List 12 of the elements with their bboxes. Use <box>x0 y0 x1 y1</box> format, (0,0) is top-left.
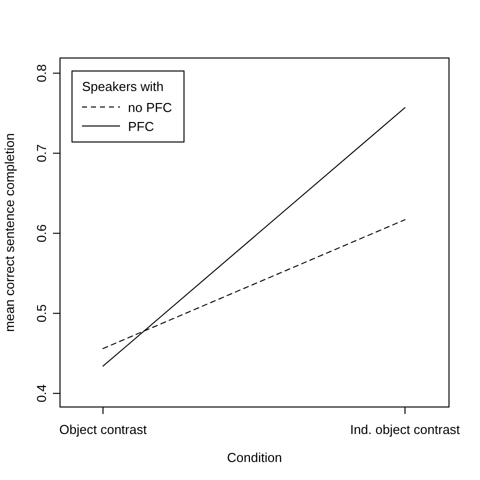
y-tick-label: 0.8 <box>34 64 49 82</box>
y-tick-label: 0.5 <box>34 304 49 322</box>
y-tick-label: 0.7 <box>34 144 49 162</box>
x-tick-label: Object contrast <box>59 422 148 437</box>
y-tick-label: 0.4 <box>34 384 49 402</box>
legend-title: Speakers with <box>82 79 164 94</box>
x-tick-label: Ind. object contrast <box>350 422 460 437</box>
y-axis-title: mean correct sentence completion <box>2 133 17 332</box>
legend-label: no PFC <box>128 100 172 115</box>
x-axis-title: Condition <box>227 450 282 465</box>
y-tick-label: 0.6 <box>34 224 49 242</box>
legend-label: PFC <box>128 119 154 134</box>
